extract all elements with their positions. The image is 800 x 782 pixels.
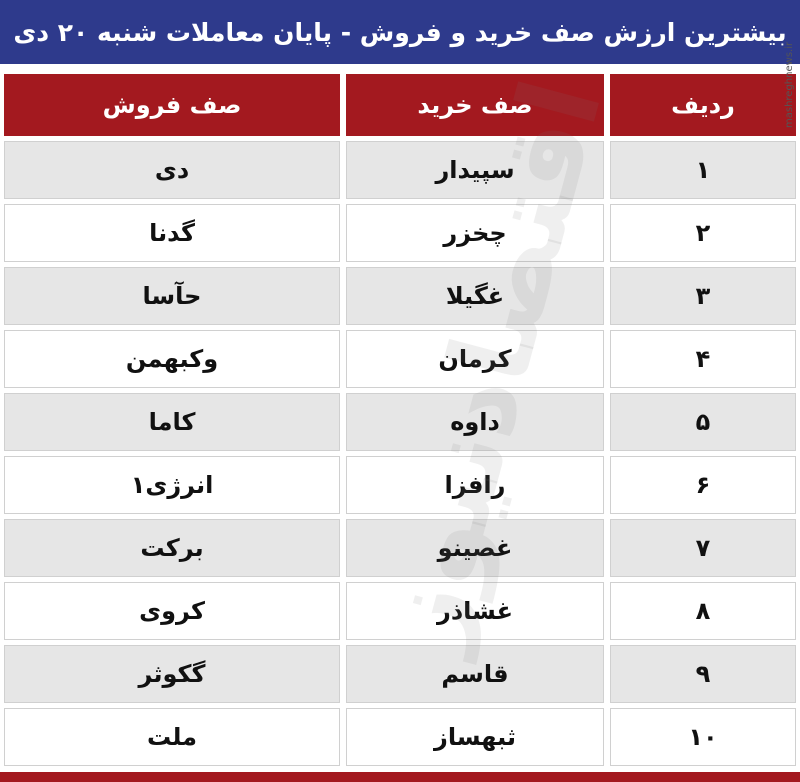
table-cell: ۵ [610,393,796,451]
table-cell: ۱ [610,141,796,199]
table-cell: ۲ [610,204,796,262]
table-cell: غصینو [346,519,604,577]
table-cell: کروی [4,582,340,640]
table-row: ۵ داوه کاما [4,393,796,451]
table-cell: گدنا [4,204,340,262]
table-row: ۹ قاسم گکوثر [4,645,796,703]
header-cell: صف خرید [346,74,604,136]
table-cell: ۷ [610,519,796,577]
table-cell: دی [4,141,340,199]
table-row: ۳ غگیلا حآسا [4,267,796,325]
table-cell: وکبهمن [4,330,340,388]
table-cell: ۶ [610,456,796,514]
table-row: ۴ کرمان وکبهمن [4,330,796,388]
table-cell: ثبهساز [346,708,604,766]
table-cell: برکت [4,519,340,577]
watermark: mashreghnews.ir [784,41,795,128]
table-cell: غشاذر [346,582,604,640]
table-cell: چخزر [346,204,604,262]
table: ردیف صف خرید صف فروش ۱ سپیدار دی ۲ چخزر گدنا ۳ غگی… [4,74,796,771]
table-cell: سپیدار [346,141,604,199]
table-cell: حآسا [4,267,340,325]
table-row: ۷ غصینو برکت [4,519,796,577]
table-row: ۱ سپیدار دی [4,141,796,199]
table-cell: داوه [346,393,604,451]
title: بیشترین ارزش صف خرید و فروش - پایان معام… [13,17,787,47]
table-cell: ۸ [610,582,796,640]
table-cell: ۹ [610,645,796,703]
header-row: ردیف صف خرید صف فروش [4,74,796,136]
table-cell: ۱۰ [610,708,796,766]
table-cell: ملت [4,708,340,766]
table-row: ۲ چخزر گدنا [4,204,796,262]
table-cell: کاما [4,393,340,451]
footer-bar [0,772,800,782]
table-cell: ۳ [610,267,796,325]
header-cell: ردیف [610,74,796,136]
table-row: ۶ رافزا انرژی۱ [4,456,796,514]
title-bar: بیشترین ارزش صف خرید و فروش - پایان معام… [0,0,800,68]
table-row: ۱۰ ثبهساز ملت [4,708,796,766]
table-cell: رافزا [346,456,604,514]
table-row: ۸ غشاذر کروی [4,582,796,640]
table-cell: غگیلا [346,267,604,325]
table-cell: کرمان [346,330,604,388]
table-cell: انرژی۱ [4,456,340,514]
table-cell: قاسم [346,645,604,703]
table-cell: ۴ [610,330,796,388]
table-cell: گکوثر [4,645,340,703]
header-cell: صف فروش [4,74,340,136]
